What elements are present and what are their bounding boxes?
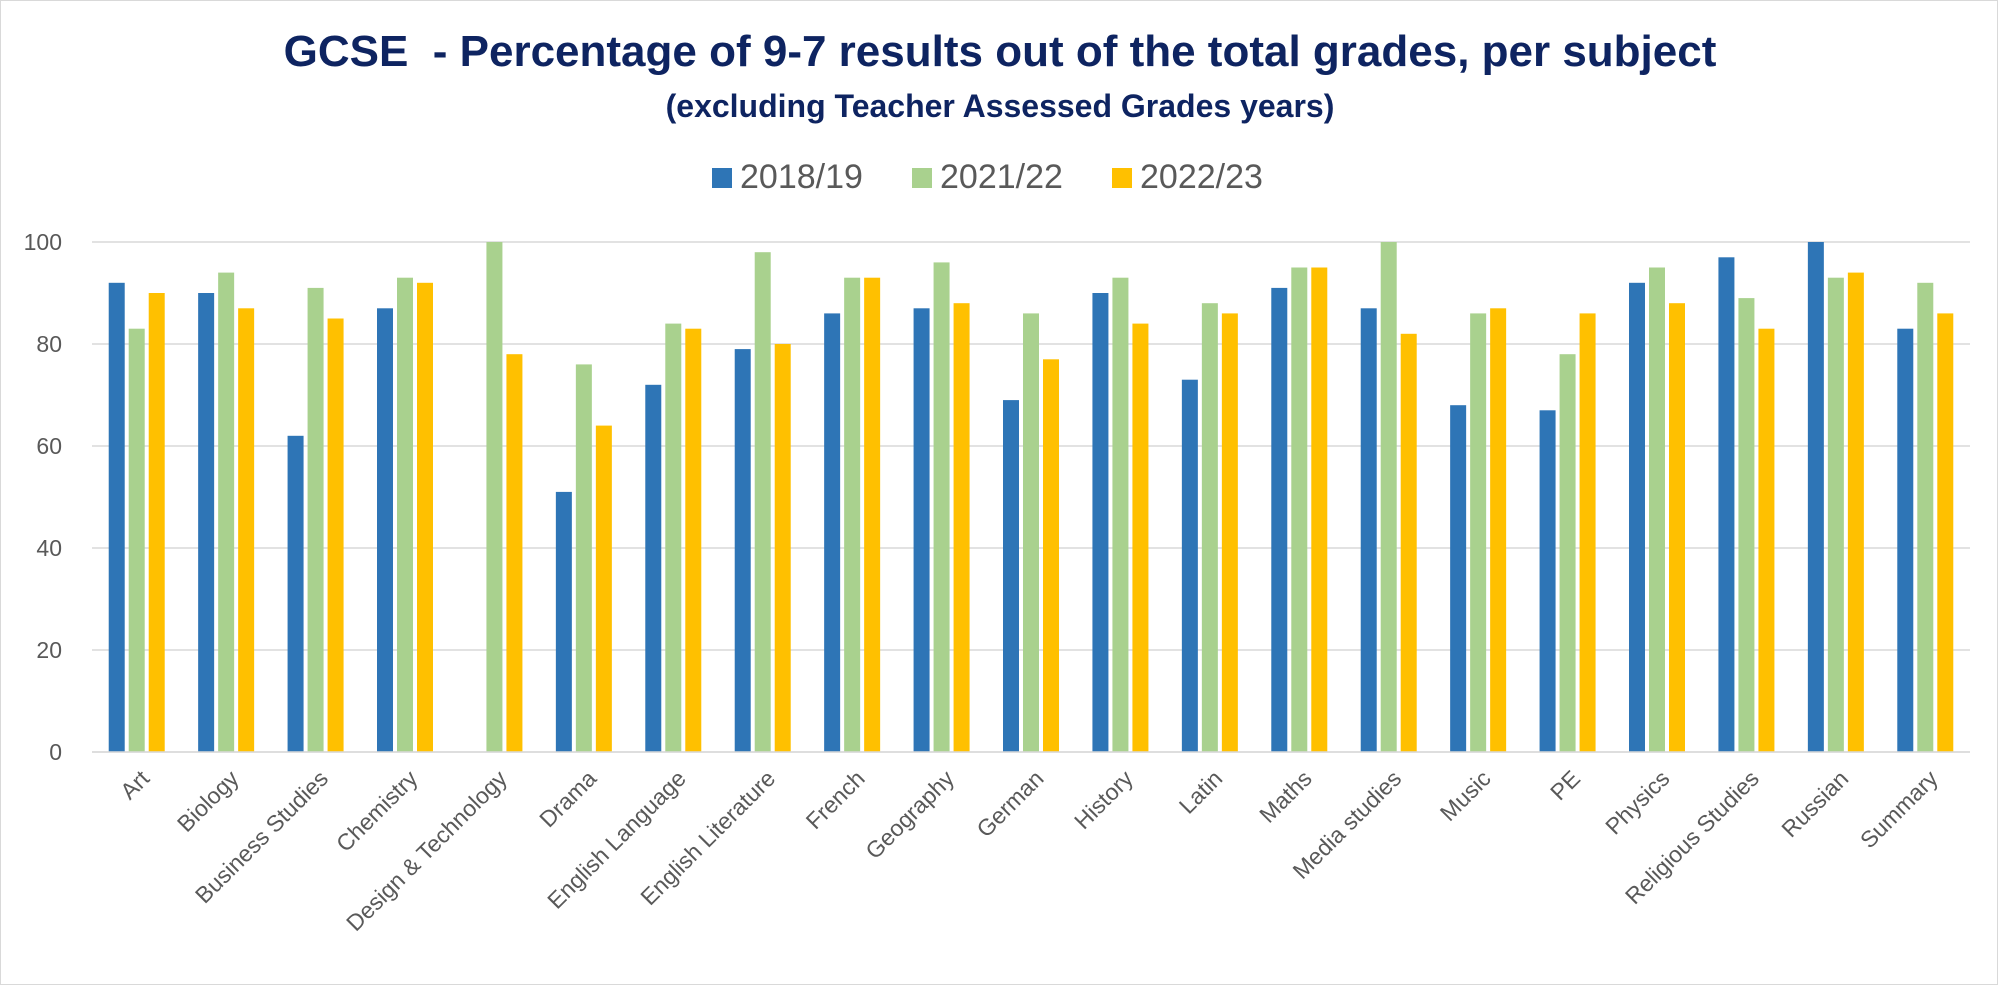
legend-swatch xyxy=(912,168,932,188)
bar-2021-22-design-technology xyxy=(486,242,503,752)
x-tick-label: Biology xyxy=(172,765,244,837)
bar-2022-23-geography xyxy=(953,303,970,752)
bar-2018-19-latin xyxy=(1181,379,1198,752)
x-tick-label: Chemistry xyxy=(331,765,423,857)
bar-2018-19-physics xyxy=(1629,282,1645,752)
x-tick-label: Summary xyxy=(1855,765,1943,853)
legend-label: 2021/22 xyxy=(940,158,1063,196)
x-tick-label: Geography xyxy=(860,765,959,864)
y-tick-label: 80 xyxy=(36,331,62,357)
bar-2022-23-drama xyxy=(595,425,612,752)
bar-2018-19-summary xyxy=(1897,328,1914,752)
legend-swatch xyxy=(1112,168,1132,188)
y-tick-label: 40 xyxy=(36,535,62,561)
bar-2021-22-media-studies xyxy=(1380,242,1397,752)
y-axis: 0 20 40 60 80 100 xyxy=(24,229,62,765)
legend-label: 2022/23 xyxy=(1140,158,1263,196)
bar-2018-19-business-studies xyxy=(287,435,304,752)
bar-2022-23-english-literature xyxy=(774,344,791,752)
bar-2021-22-maths xyxy=(1291,267,1308,752)
y-tick-label: 0 xyxy=(49,739,62,765)
bar-2018-19-russian xyxy=(1807,242,1824,752)
x-tick-label: Russian xyxy=(1776,765,1853,842)
bar-2021-22-pe xyxy=(1559,354,1576,752)
bar-2022-23-german xyxy=(1043,359,1059,752)
bar-2018-19-biology xyxy=(198,293,215,752)
x-tick-label: PE xyxy=(1545,765,1585,805)
bar-2018-19-chemistry xyxy=(377,308,393,752)
y-tick-label: 20 xyxy=(36,637,62,663)
bar-2022-23-english-language xyxy=(685,328,702,752)
x-tick-label: Maths xyxy=(1254,765,1317,828)
bar-2021-22-religious-studies xyxy=(1738,298,1755,752)
x-tick-label: Music xyxy=(1435,765,1496,826)
bar-2022-23-business-studies xyxy=(327,318,344,752)
bar-2021-22-history xyxy=(1112,277,1129,752)
bar-2021-22-music xyxy=(1470,313,1487,752)
y-tick-label: 60 xyxy=(36,433,62,459)
bar-2018-19-art xyxy=(108,282,125,752)
bar-2018-19-english-language xyxy=(645,384,662,752)
legend-label: 2018/19 xyxy=(740,158,863,196)
bar-2021-22-russian xyxy=(1827,277,1844,752)
bar-2018-19-pe xyxy=(1539,410,1556,752)
x-tick-label: Latin xyxy=(1174,765,1228,819)
bar-2018-19-media-studies xyxy=(1360,308,1377,752)
bar-2018-19-drama xyxy=(555,491,572,752)
bar-2022-23-latin xyxy=(1221,313,1238,752)
bar-2018-19-english-literature xyxy=(734,349,751,752)
bar-2022-23-french xyxy=(864,277,881,752)
x-tick-label: French xyxy=(801,765,870,834)
chart-subtitle: (excluding Teacher Assessed Grades years… xyxy=(666,88,1335,124)
x-tick-label: Drama xyxy=(534,765,601,832)
bar-2022-23-music xyxy=(1490,308,1507,752)
bar-2021-22-business-studies xyxy=(307,287,324,752)
bar-2018-19-music xyxy=(1450,405,1467,752)
bar-2018-19-history xyxy=(1092,293,1109,752)
bar-2018-19-maths xyxy=(1271,287,1288,752)
bar-2021-22-art xyxy=(128,328,145,752)
bar-2021-22-french xyxy=(844,277,861,752)
bar-2022-23-russian xyxy=(1847,272,1864,752)
y-tick-label: 100 xyxy=(24,229,62,255)
bars xyxy=(108,242,1954,752)
x-tick-label: Design & Technology xyxy=(341,765,512,936)
bar-2021-22-drama xyxy=(575,364,592,752)
bar-2018-19-french xyxy=(824,313,841,752)
x-tick-label: German xyxy=(971,765,1048,842)
bar-2021-22-english-literature xyxy=(754,252,771,752)
bar-2022-23-art xyxy=(148,293,165,752)
bar-2022-23-physics xyxy=(1669,303,1685,752)
bar-2021-22-chemistry xyxy=(397,277,413,752)
legend: 2018/19 2021/22 2022/23 xyxy=(712,158,1263,196)
bar-2022-23-biology xyxy=(238,308,255,752)
bar-2022-23-history xyxy=(1132,323,1149,752)
bar-2022-23-summary xyxy=(1937,313,1954,752)
legend-swatch xyxy=(712,168,732,188)
bar-2021-22-english-language xyxy=(665,323,682,752)
bar-2018-19-geography xyxy=(913,308,930,752)
bar-2022-23-maths xyxy=(1311,267,1328,752)
x-tick-label: Art xyxy=(115,765,155,805)
bar-2021-22-physics xyxy=(1649,267,1665,752)
bar-2022-23-pe xyxy=(1579,313,1596,752)
x-tick-label: Physics xyxy=(1600,765,1674,839)
bar-2022-23-religious-studies xyxy=(1758,328,1775,752)
bar-2021-22-latin xyxy=(1201,303,1218,752)
bar-2021-22-geography xyxy=(933,262,950,752)
bar-2018-19-german xyxy=(1003,400,1019,752)
x-tick-label: History xyxy=(1069,765,1138,834)
bar-2022-23-design-technology xyxy=(506,354,523,752)
bar-2022-23-chemistry xyxy=(417,282,433,752)
bar-2021-22-biology xyxy=(218,272,235,752)
bar-2018-19-religious-studies xyxy=(1718,257,1735,752)
bar-2021-22-german xyxy=(1023,313,1039,752)
bar-2021-22-summary xyxy=(1917,282,1934,752)
bar-2022-23-media-studies xyxy=(1400,333,1417,752)
chart-title: GCSE - Percentage of 9-7 results out of … xyxy=(284,27,1717,76)
